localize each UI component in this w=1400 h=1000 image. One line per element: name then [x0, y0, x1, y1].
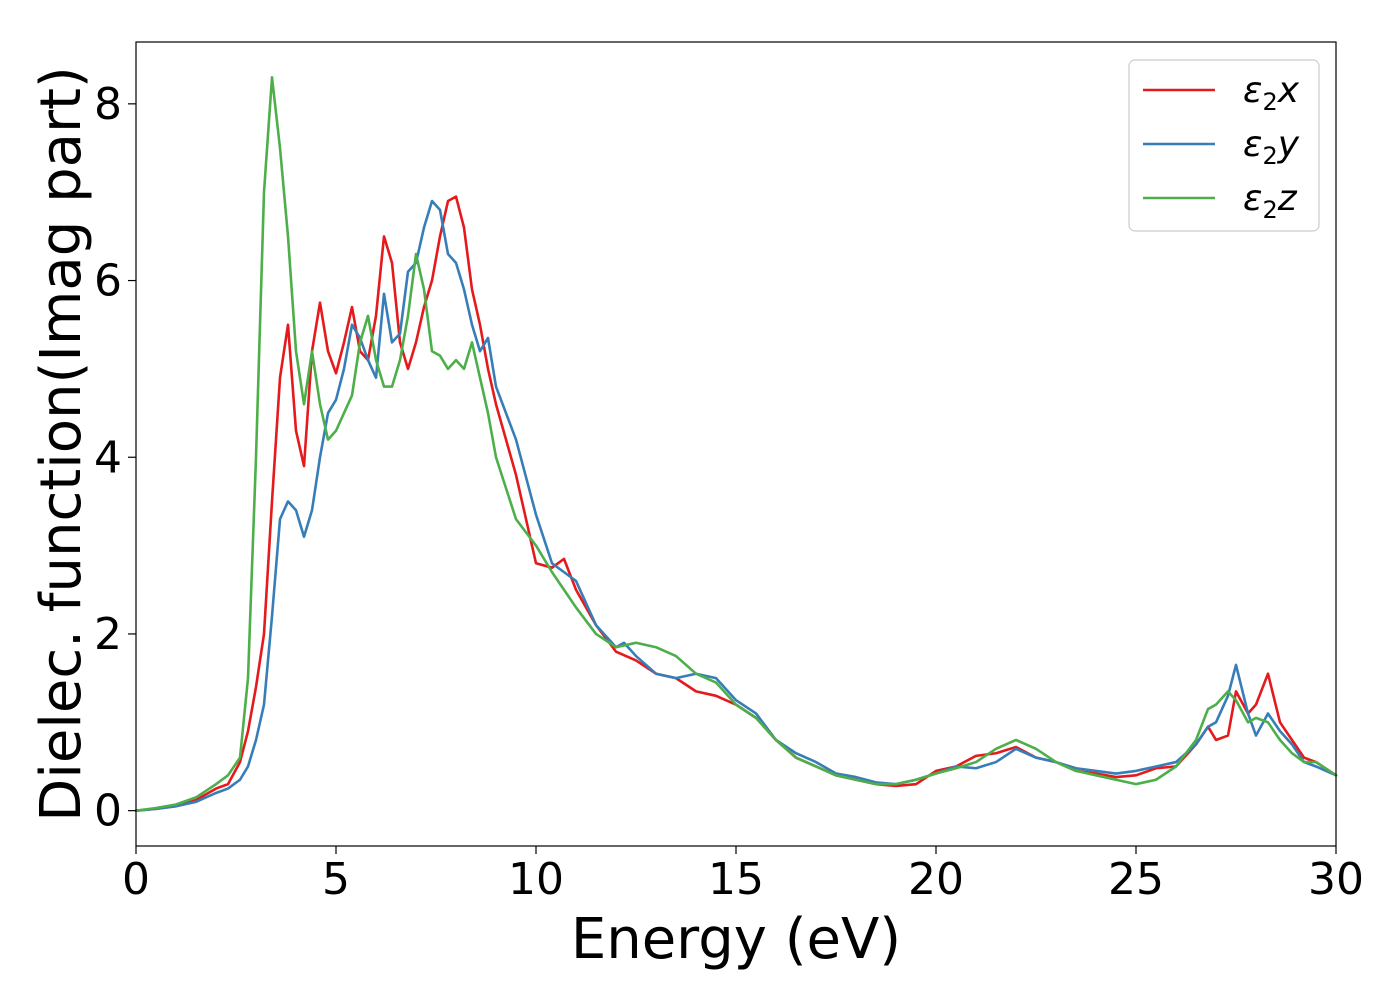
series-line-2: [134, 76, 1338, 812]
legend-label: ε2x: [1243, 70, 1300, 116]
x-tick-label: 0: [122, 854, 150, 905]
legend-label: ε2y: [1243, 124, 1300, 170]
y-tick-label: 0: [94, 786, 122, 837]
x-tick-label: 5: [322, 854, 350, 905]
x-tick-label: 10: [508, 854, 564, 905]
x-tick-label: 15: [708, 854, 764, 905]
x-tick-label: 30: [1308, 854, 1364, 905]
y-tick-label: 8: [94, 79, 122, 130]
x-axis-label: Energy (eV): [571, 907, 901, 972]
y-tick-label: 6: [94, 256, 122, 307]
series-layer: [134, 76, 1338, 812]
series-line-0: [134, 195, 1338, 812]
y-tick-label: 4: [94, 432, 122, 483]
series-line-1: [134, 199, 1338, 812]
x-tick-label: 20: [908, 854, 964, 905]
ticks-layer: 0 5 10 15 20 25 30 0 2 4 6 8: [94, 79, 1364, 905]
legend: ε2x ε2y ε2z: [1128, 59, 1320, 232]
legend-box: [1128, 59, 1320, 232]
x-tick-label: 25: [1108, 854, 1164, 905]
y-axis-label: Dielec. function(Imag part): [29, 66, 94, 822]
legend-label: ε2z: [1243, 178, 1298, 224]
y-tick-label: 2: [94, 609, 122, 660]
